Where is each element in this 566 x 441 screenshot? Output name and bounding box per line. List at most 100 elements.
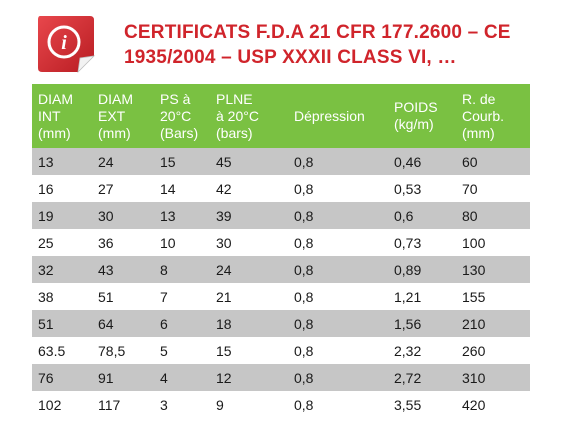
table-cell: 15 [216,342,232,359]
table-cell: 38 [38,288,54,305]
column-header-line: 20°C [160,107,192,124]
column-header-line: R. de [462,90,496,107]
table-row: 32 43 8 24 0,8 0,89 130 [32,256,530,283]
column-header: R. de Courb. (mm) [456,84,530,148]
table-cell: 70 [462,180,478,197]
column-header-line: (kg/m) [394,116,434,132]
table-cell: 36 [98,234,114,251]
column-header-line: à 20°C [216,107,259,124]
table-cell: 0,8 [294,234,314,251]
table-cell: 0,8 [294,207,314,224]
table-cell: 7 [160,288,168,305]
table-cell: 21 [216,288,232,305]
table-row: 13 24 15 45 0,8 0,46 60 [32,148,530,175]
column-header-line: INT [38,107,61,124]
table-cell: 102 [38,396,62,413]
table-cell: 0,8 [294,369,314,386]
column-header-line: DIAM [98,90,133,107]
column-header-line: Dépression [294,107,365,124]
table-cell: 18 [216,315,232,332]
table-cell: 100 [462,234,486,251]
table-cell: 14 [160,180,176,197]
table-cell: 27 [98,180,114,197]
table-cell: 12 [216,369,232,386]
specifications-table: DIAM INT (mm) DIAM EXT (mm) PS à 20°C (Bars) PLNE… [32,84,530,418]
table-cell: 0,89 [394,261,422,278]
table-cell: 43 [98,261,114,278]
column-header-line: Courb. [462,107,505,124]
column-header-line: PLNE [216,90,253,107]
column-header-line: PS à [160,90,191,107]
table-cell: 24 [98,153,114,170]
table-cell: 2,32 [394,342,422,359]
table-cell: 0,8 [294,180,314,197]
table-cell: 32 [38,261,54,278]
table-cell: 6 [160,315,168,332]
column-header-line: (Bars) [160,124,199,141]
column-header: Dépression [288,84,388,148]
table-row: 38 51 7 21 0,8 1,21 155 [32,283,530,310]
table-cell: 1,56 [394,315,422,332]
table-cell: 30 [216,234,232,251]
table-cell: 130 [462,261,486,278]
table-row: 63.5 78,5 5 15 0,8 2,32 260 [32,337,530,364]
svg-text:i: i [61,32,67,54]
table-cell: 0,8 [294,396,314,413]
table-cell: 15 [160,153,176,170]
column-header-line: POIDS [394,99,438,115]
table-cell: 45 [216,153,232,170]
column-header: PS à 20°C (Bars) [154,84,210,148]
table-cell: 117 [98,396,121,413]
table-cell: 13 [38,153,54,170]
column-header: POIDS (kg/m) [388,84,456,148]
title-line-1: CERTIFICATS F.D.A 21 CFR 177.2600 – CE [124,22,511,43]
table-cell: 80 [462,207,478,224]
table-cell: 2,72 [394,369,422,386]
table-cell: 0,53 [394,180,422,197]
column-header: DIAM EXT (mm) [92,84,154,148]
table-body: 13 24 15 45 0,8 0,46 60 16 27 14 42 0,8 0,53 70 19 30 13… [32,148,530,418]
header-row: DIAM INT (mm) DIAM EXT (mm) PS à 20°C (Bars) PLNE… [32,84,530,148]
table-cell: 25 [38,234,54,251]
table-cell: 9 [216,396,224,413]
table-cell: 3 [160,396,168,413]
table-cell: 13 [160,207,176,224]
table-cell: 210 [462,315,486,332]
table-cell: 155 [462,288,486,305]
table-cell: 63.5 [38,342,66,359]
title-line-2: 1935/2004 – USP XXXII CLASS VI, … [124,47,457,68]
table-cell: 64 [98,315,114,332]
table-cell: 0,46 [394,153,422,170]
table-cell: 78,5 [98,342,126,359]
table-cell: 51 [98,288,114,305]
table-row: 102 117 3 9 0,8 3,55 420 [32,391,530,418]
table-cell: 24 [216,261,232,278]
column-header: DIAM INT (mm) [32,84,92,148]
table-cell: 420 [462,396,486,413]
table-cell: 16 [38,180,54,197]
table-header: DIAM INT (mm) DIAM EXT (mm) PS à 20°C (Bars) PLNE… [32,84,530,148]
table-cell: 42 [216,180,232,197]
table-cell: 39 [216,207,232,224]
column-header-line: (mm) [462,124,495,141]
table-cell: 260 [462,342,486,359]
table-row: 19 30 13 39 0,8 0,6 80 [32,202,530,229]
table-cell: 310 [462,369,486,386]
table-cell: 91 [98,369,114,386]
table-row: 16 27 14 42 0,8 0,53 70 [32,175,530,202]
table-cell: 30 [98,207,114,224]
table-cell: 0,8 [294,261,314,278]
column-header-line: EXT [98,107,126,124]
table-cell: 60 [462,153,478,170]
column-header-line: (mm) [38,124,71,141]
table-cell: 0,73 [394,234,422,251]
column-header-line: (bars) [216,124,253,141]
table-cell: 10 [160,234,176,251]
table-cell: 51 [38,315,54,332]
column-header-line: DIAM [38,90,73,107]
table-cell: 3,55 [394,396,422,413]
table-row: 51 64 6 18 0,8 1,56 210 [32,310,530,337]
table-cell: 1,21 [394,288,422,305]
column-header-line: (mm) [98,124,131,141]
table-row: 25 36 10 30 0,8 0,73 100 [32,229,530,256]
